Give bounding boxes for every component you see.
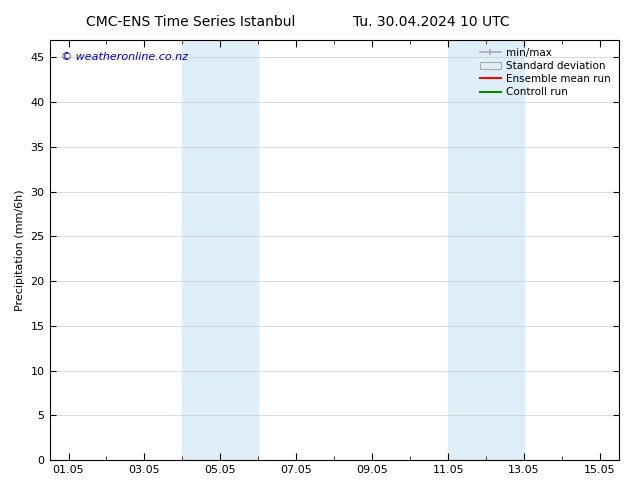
Text: Tu. 30.04.2024 10 UTC: Tu. 30.04.2024 10 UTC bbox=[353, 15, 510, 29]
Bar bbox=[183, 40, 258, 460]
Text: CMC-ENS Time Series Istanbul: CMC-ENS Time Series Istanbul bbox=[86, 15, 295, 29]
Y-axis label: Precipitation (mm/6h): Precipitation (mm/6h) bbox=[15, 189, 25, 311]
Legend: min/max, Standard deviation, Ensemble mean run, Controll run: min/max, Standard deviation, Ensemble me… bbox=[477, 45, 614, 100]
Text: © weatheronline.co.nz: © weatheronline.co.nz bbox=[61, 52, 188, 62]
Bar bbox=[448, 40, 524, 460]
